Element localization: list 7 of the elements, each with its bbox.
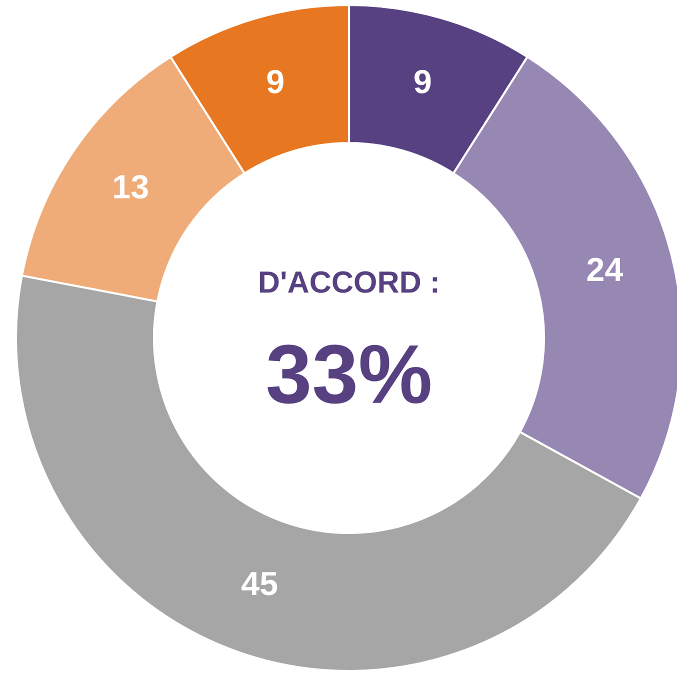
data-label: 9 xyxy=(267,70,284,94)
text: 33% xyxy=(268,344,430,404)
text: D'ACCORD : xyxy=(260,271,438,293)
data-label: 45 xyxy=(242,572,278,596)
data-label: 9 xyxy=(414,70,431,94)
data-label: 13 xyxy=(114,174,148,199)
data-label: 24 xyxy=(587,258,624,281)
